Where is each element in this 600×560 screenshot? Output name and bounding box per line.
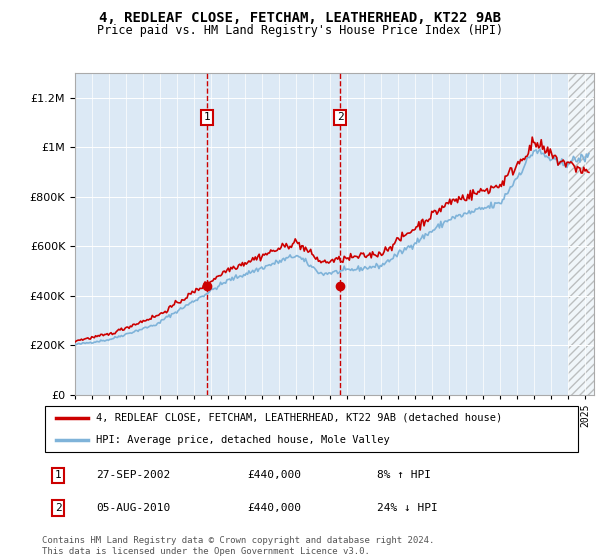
Bar <box>568 73 594 395</box>
Text: 27-SEP-2002: 27-SEP-2002 <box>96 470 170 480</box>
Text: 8% ↑ HPI: 8% ↑ HPI <box>377 470 431 480</box>
Text: 4, REDLEAF CLOSE, FETCHAM, LEATHERHEAD, KT22 9AB: 4, REDLEAF CLOSE, FETCHAM, LEATHERHEAD, … <box>99 11 501 25</box>
Text: £440,000: £440,000 <box>247 470 301 480</box>
FancyBboxPatch shape <box>45 407 578 451</box>
Text: 1: 1 <box>55 470 62 480</box>
Text: 1: 1 <box>203 113 210 123</box>
Text: HPI: Average price, detached house, Mole Valley: HPI: Average price, detached house, Mole… <box>96 435 390 445</box>
Text: Contains HM Land Registry data © Crown copyright and database right 2024.
This d: Contains HM Land Registry data © Crown c… <box>42 536 434 556</box>
Text: £440,000: £440,000 <box>247 503 301 513</box>
Text: 2: 2 <box>55 503 62 513</box>
Text: 2: 2 <box>337 113 343 123</box>
Text: 05-AUG-2010: 05-AUG-2010 <box>96 503 170 513</box>
Text: 24% ↓ HPI: 24% ↓ HPI <box>377 503 437 513</box>
Text: 4, REDLEAF CLOSE, FETCHAM, LEATHERHEAD, KT22 9AB (detached house): 4, REDLEAF CLOSE, FETCHAM, LEATHERHEAD, … <box>96 413 502 423</box>
Text: Price paid vs. HM Land Registry's House Price Index (HPI): Price paid vs. HM Land Registry's House … <box>97 24 503 36</box>
